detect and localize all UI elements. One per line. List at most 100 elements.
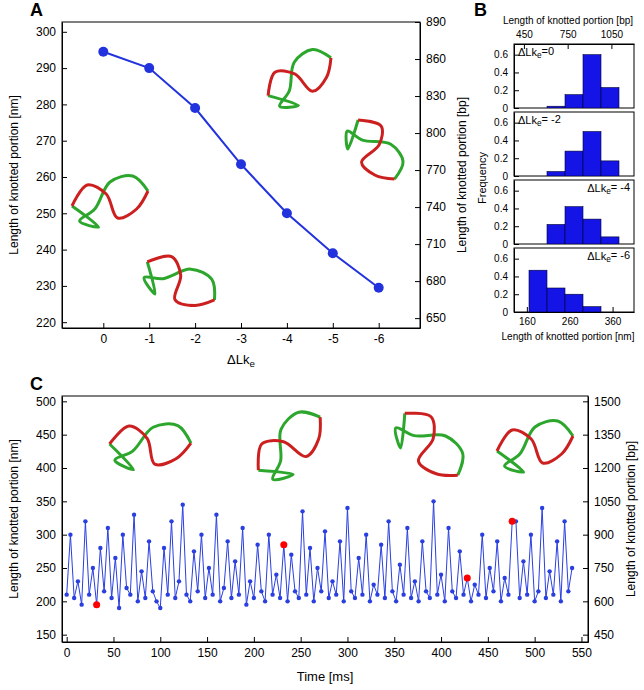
tick-mark (514, 90, 519, 91)
marker (278, 596, 282, 600)
marker (214, 512, 218, 516)
marker (570, 566, 574, 570)
panel-label: ΔLke=0 (518, 45, 554, 60)
bar (529, 176, 547, 177)
marker (443, 599, 447, 603)
marker (338, 539, 342, 543)
tick-mark (347, 637, 348, 642)
series-line (103, 52, 378, 288)
marker (420, 539, 424, 543)
marker (259, 589, 263, 593)
marker (192, 549, 196, 553)
tick-mark (415, 170, 420, 171)
marker (274, 572, 278, 576)
marker (158, 606, 162, 610)
tick: 1050 (601, 29, 624, 49)
marker (143, 596, 147, 600)
tick-mark (514, 226, 519, 227)
marker (109, 596, 113, 600)
marker (536, 589, 540, 593)
tick-label: 680 (426, 274, 446, 288)
marker (319, 589, 323, 593)
marker (196, 589, 200, 593)
tick-mark (535, 637, 536, 642)
marker (263, 599, 267, 603)
tick: 0.2 (494, 289, 519, 300)
marker (236, 159, 246, 169)
tick: 1050 (583, 495, 621, 509)
axis-title: Length of knotted portion [bp] (624, 441, 638, 597)
marker (562, 519, 566, 523)
marker (83, 519, 87, 523)
marker (113, 556, 117, 560)
marker (181, 502, 185, 506)
bar (529, 244, 547, 245)
marker (76, 579, 80, 583)
series-line (67, 501, 572, 608)
marker (98, 546, 102, 550)
tick-mark (581, 637, 582, 642)
tick-mark (514, 208, 519, 209)
tick-label: 400 (432, 646, 452, 660)
axis-line (515, 312, 635, 313)
marker (461, 592, 465, 596)
panel-label: ΔLke= -6 (587, 249, 630, 264)
tick-label: 270 (36, 134, 56, 148)
axis-line (514, 113, 515, 177)
knot-strand (395, 413, 463, 475)
marker (390, 589, 394, 593)
tick-label: 360 (605, 316, 622, 327)
marker (91, 566, 95, 570)
tick-label: 450 (594, 628, 614, 642)
marker (144, 63, 154, 73)
knot-snapshot (268, 50, 331, 108)
knot-snapshot (144, 256, 215, 305)
tick: 0.6 (494, 117, 519, 128)
label-part: e (249, 358, 254, 369)
bar (565, 207, 583, 244)
marker (413, 579, 417, 583)
tick-mark (514, 176, 519, 177)
marker (540, 506, 544, 510)
tick: 350 (385, 637, 405, 660)
tick-mark (514, 72, 519, 73)
tick-mark (514, 108, 519, 109)
tick-label: 280 (36, 98, 56, 112)
knot-strand (268, 50, 331, 108)
axis-line (515, 44, 635, 45)
label-part: = -2 (542, 113, 561, 125)
marker (484, 596, 488, 600)
knot-strand (72, 176, 148, 228)
knot-strand (268, 58, 331, 96)
marker (488, 566, 492, 570)
tick-label: -6 (374, 332, 385, 346)
tick-label: 650 (426, 311, 446, 325)
tick-label: 0 (64, 646, 71, 660)
knot-strand (72, 185, 148, 219)
knot-strand (110, 426, 191, 465)
tick-mark (415, 59, 420, 60)
bar (547, 172, 565, 176)
tick-mark (62, 68, 67, 69)
tick-label: 1050 (594, 495, 621, 509)
tick: 260 (36, 170, 67, 184)
tick-label: 250 (36, 207, 56, 221)
marker (353, 596, 357, 600)
tick-label: 770 (426, 163, 446, 177)
knot-strand (405, 413, 458, 475)
tick-mark (62, 286, 67, 287)
marker (312, 599, 316, 603)
tick-mark (514, 140, 519, 141)
tick-mark (160, 637, 161, 642)
tick-label: 160 (519, 316, 536, 327)
knot-strand (358, 120, 394, 179)
axis-line (514, 45, 515, 109)
marker (334, 592, 338, 596)
tick: 350 (36, 495, 67, 509)
marker (428, 596, 432, 600)
tick-mark (514, 158, 519, 159)
tick: 0.4 (494, 203, 519, 214)
axis: 0-1-2-3-4-5-6 (63, 323, 421, 346)
axis: 220230240250260270280290300 (36, 23, 67, 330)
tick-label: 400 (36, 461, 56, 475)
